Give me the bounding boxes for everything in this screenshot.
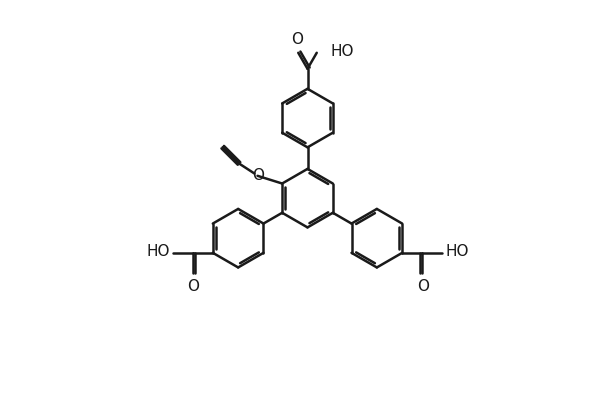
Text: O: O xyxy=(188,279,200,294)
Text: HO: HO xyxy=(146,244,170,259)
Text: O: O xyxy=(252,168,264,182)
Text: HO: HO xyxy=(445,244,469,259)
Text: O: O xyxy=(291,32,303,47)
Text: HO: HO xyxy=(331,44,354,59)
Text: O: O xyxy=(417,279,429,294)
